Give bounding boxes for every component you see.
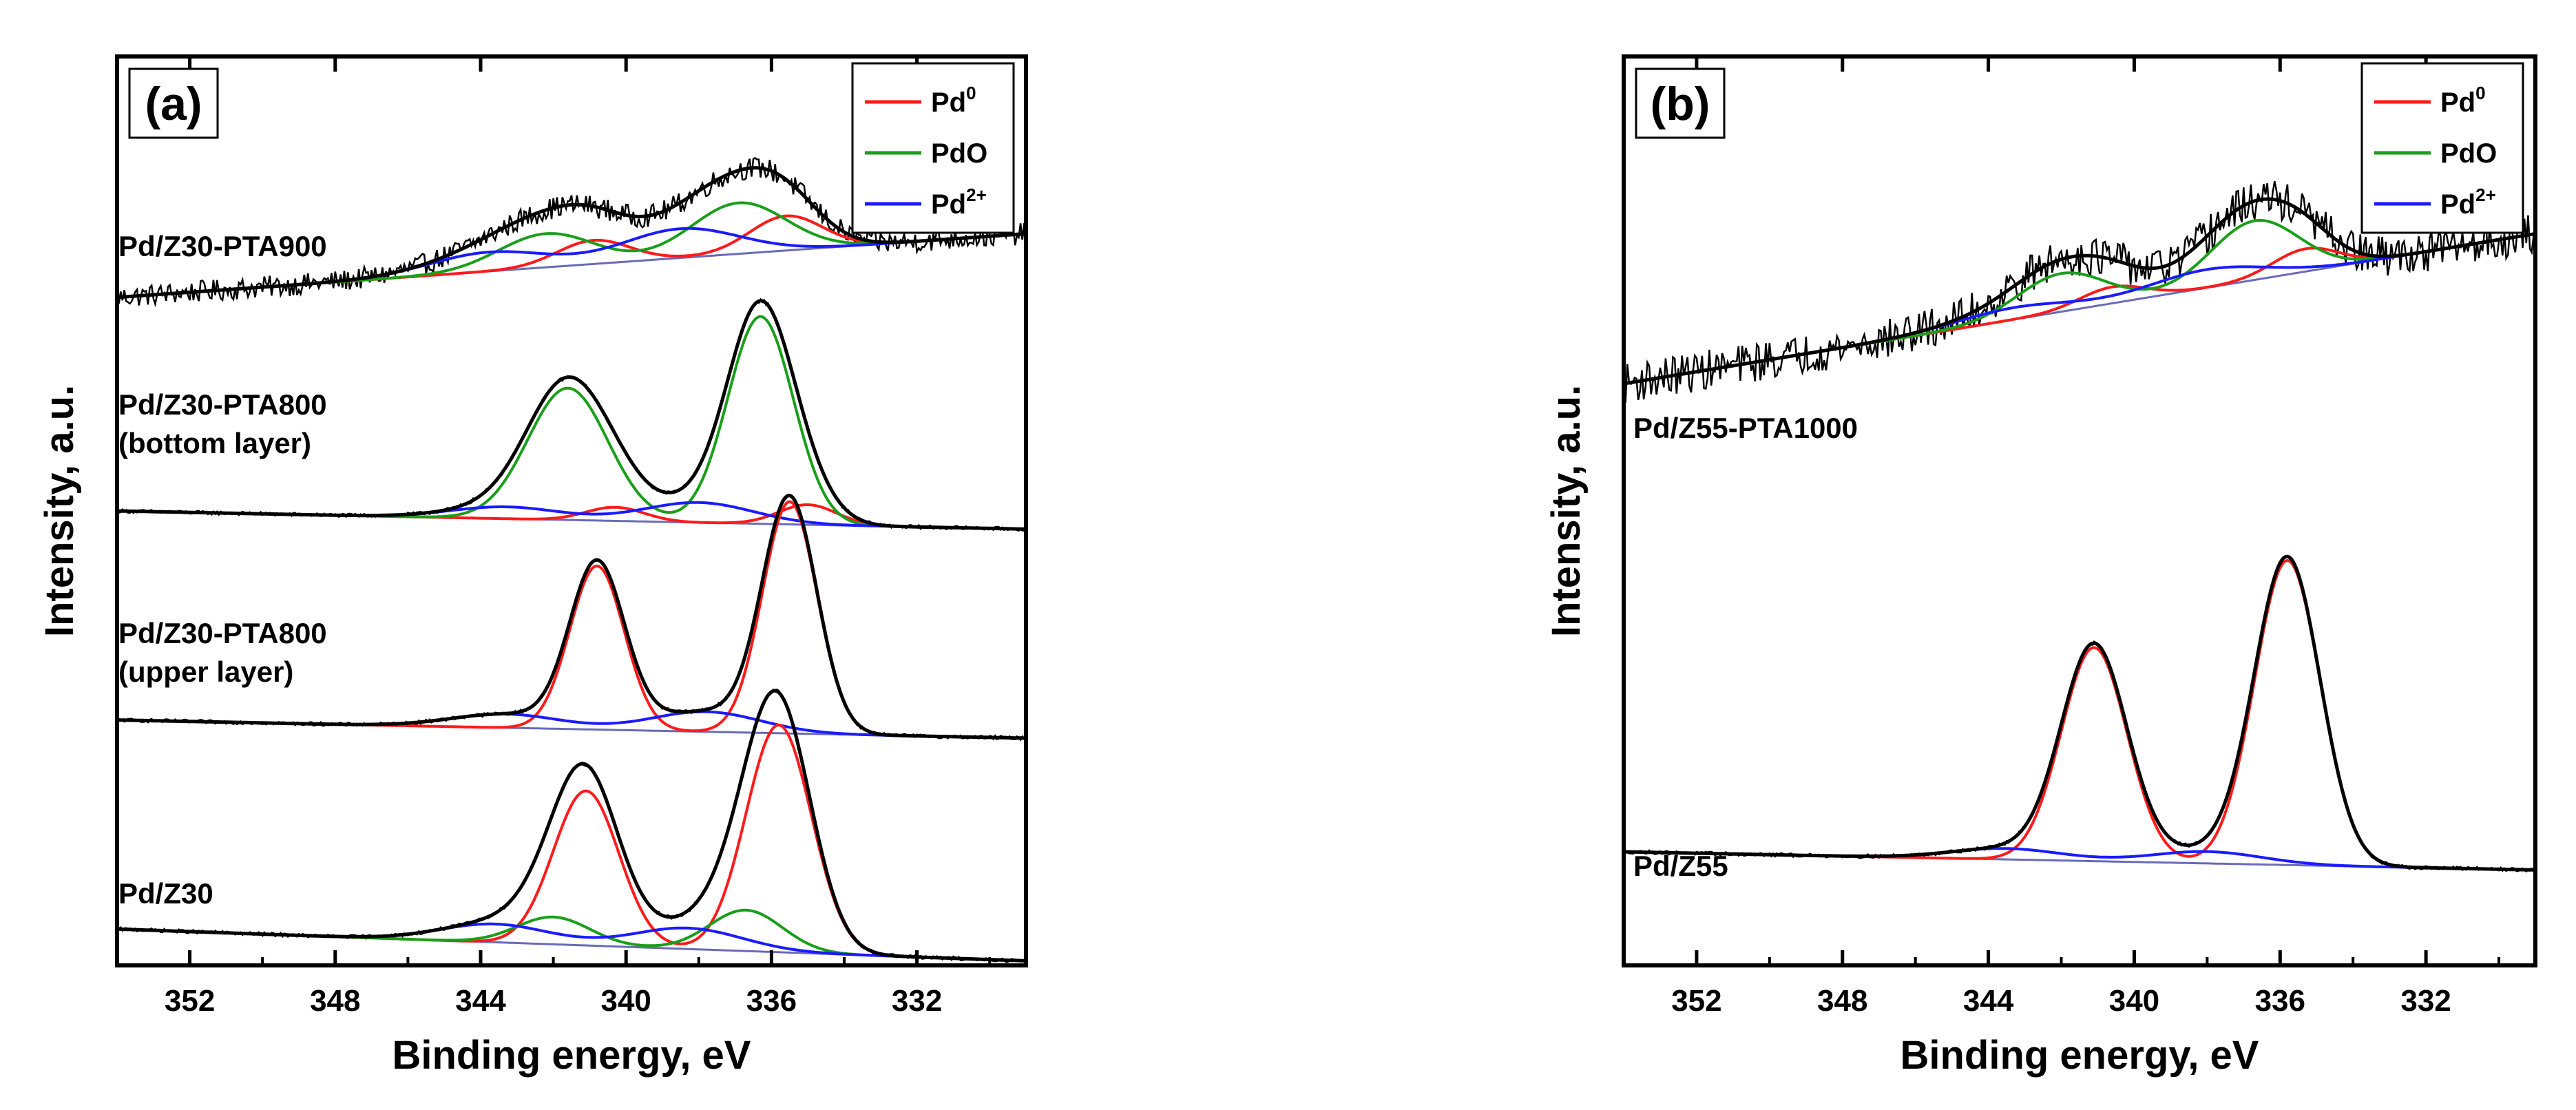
envelope-fit-line (1624, 197, 2535, 386)
x-axis-title: Binding energy, eV (1900, 1033, 2259, 1078)
x-tick-label: 352 (165, 984, 215, 1018)
x-axis-title: Binding energy, eV (392, 1033, 751, 1078)
spectrum-pd-z30-pta900 (117, 157, 1026, 308)
x-tick-label: 344 (1963, 984, 2014, 1018)
plot-frame (1622, 54, 2537, 967)
spectrum-pd-z55 (1624, 554, 2535, 873)
envelope-fit-line (117, 299, 1026, 531)
x-tick-label: 332 (2400, 984, 2451, 1018)
series-label: Pd/Z30-PTA800 (118, 617, 327, 649)
spectrum-pd-z30-pta800-upper-layer- (117, 494, 1026, 742)
x-tick-label: 340 (600, 984, 651, 1018)
envelope-fit-line (1624, 554, 2535, 872)
x-tick-label: 336 (2255, 984, 2305, 1018)
series-label: (bottom layer) (118, 427, 311, 459)
series-label: (upper layer) (118, 656, 293, 688)
x-tick-label: 332 (892, 984, 942, 1018)
spectrum-pd-z30-pta800-bottom-layer- (117, 297, 1026, 532)
series-label: Pd/Z55 (1633, 850, 1728, 882)
x-tick-label: 340 (2109, 984, 2159, 1018)
panel-a: 352 348 344 340 336 332 Binding energy, eV Inte… (37, 54, 1028, 1078)
envelope-fit-line (117, 166, 1026, 300)
plot-frame (115, 54, 1028, 967)
x-tick-label: 344 (455, 984, 506, 1018)
panel-label: (b) (1651, 78, 1710, 130)
y-axis-title: Intensity, a.u. (1544, 385, 1589, 637)
y-axis-title: Intensity, a.u. (37, 385, 82, 637)
legend-entry: PdO (931, 138, 987, 169)
legend-entry: Pd2+ (931, 185, 987, 220)
envelope-fit-line (117, 689, 1026, 963)
spectrum-pd-z55-pta1000 (1624, 180, 2535, 403)
envelope-fit-line (117, 494, 1026, 740)
panel-label: (a) (145, 78, 202, 130)
panel-label-box (128, 67, 219, 139)
spectrum-pd-z30 (117, 688, 1026, 963)
panel-b: 352 348 344 340 336 332 Binding energy, eV Inte… (1544, 54, 2537, 1078)
series-label: Pd/Z30-PTA800 (118, 388, 327, 421)
series-label: Pd/Z55-PTA1000 (1633, 412, 1858, 444)
series-label: Pd/Z30 (118, 877, 213, 910)
legend-entry: PdO (2440, 138, 2497, 169)
x-tick-label: 352 (1671, 984, 1721, 1018)
plot-area (1624, 180, 2535, 873)
series-label: Pd/Z30-PTA900 (118, 230, 327, 262)
x-tick-label: 336 (746, 984, 797, 1018)
panel-label-box (1635, 67, 1726, 139)
x-tick-label: 348 (1817, 984, 1867, 1018)
plot-area (117, 157, 1026, 963)
legend-entry: Pd2+ (2440, 185, 2496, 220)
x-tick-label: 348 (310, 984, 360, 1018)
